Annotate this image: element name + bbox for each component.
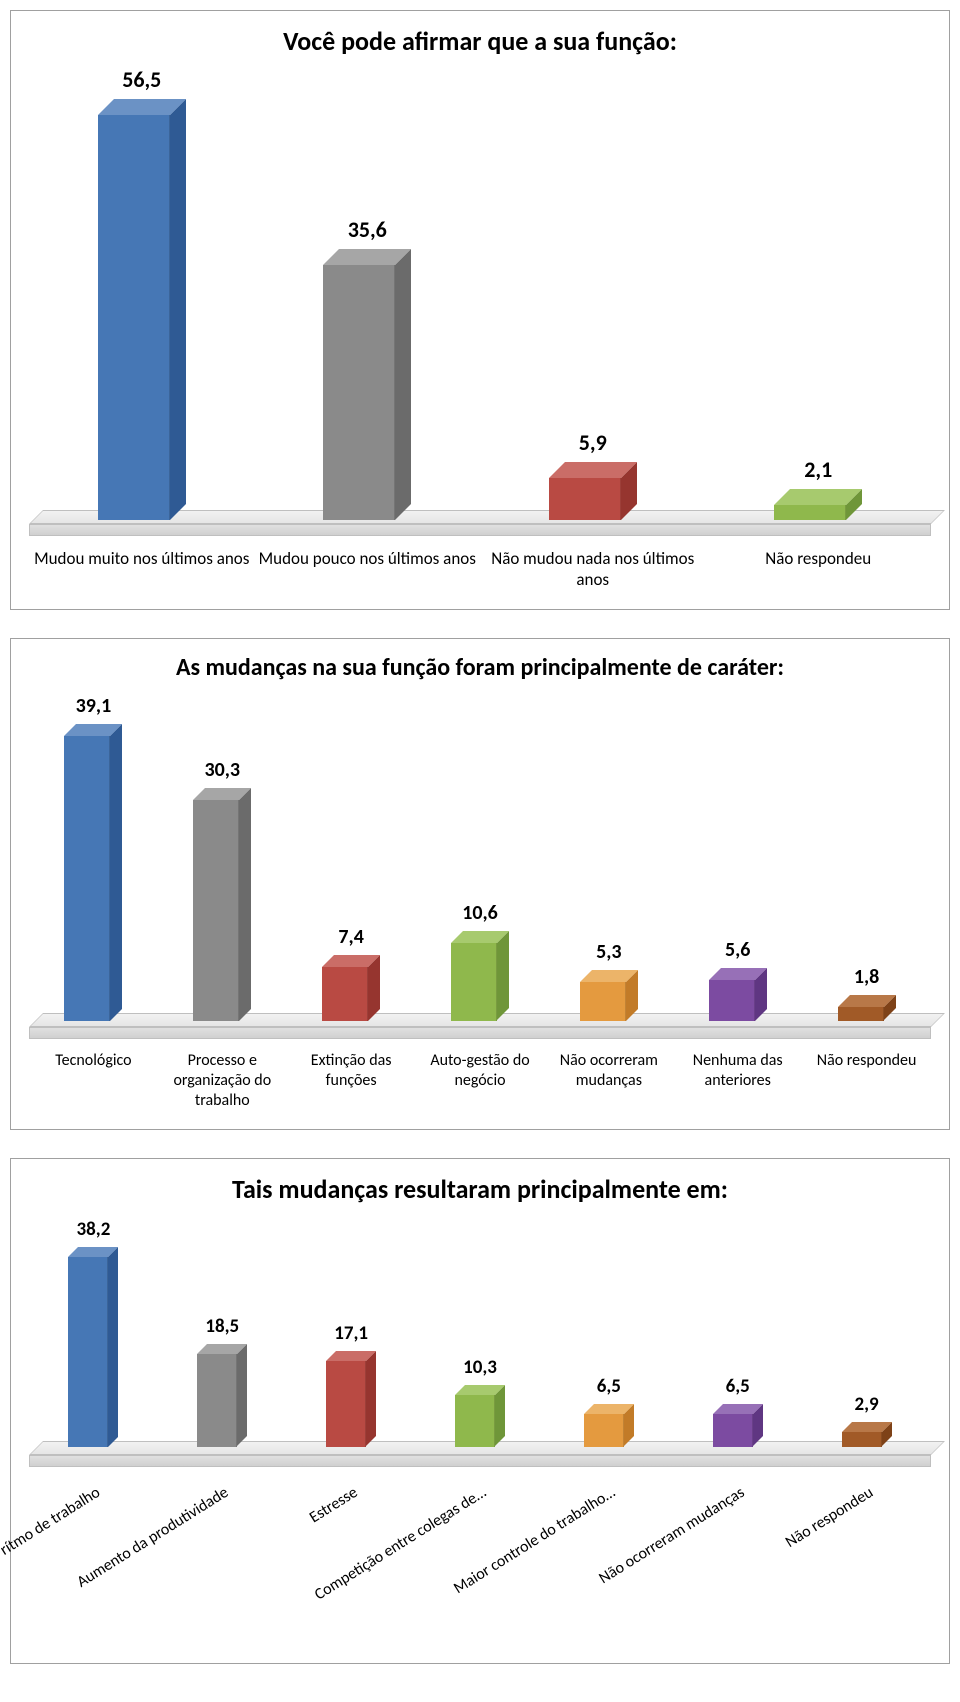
bar-slot: 2,1 [706,456,932,520]
x-labels: TecnológicoProcesso e organização do tra… [29,1051,931,1111]
bar-value: 18,5 [205,1315,239,1338]
bar-value: 7,4 [338,925,363,949]
bar-slot: 7,4 [287,925,416,1021]
bar [455,1385,505,1446]
bar-value: 10,3 [463,1356,497,1379]
x-label: Mudou pouco nos últimos anos [255,548,481,591]
x-label: Mudou muito nos últimos anos [29,548,255,591]
bar [322,955,380,1021]
x-label: Nenhuma das anteriores [673,1051,802,1111]
bar [323,249,411,520]
bar-value: 5,9 [579,429,607,456]
chart-area: 56,5 35,6 5,9 2,1 Mudou muito nos últimos an… [29,65,931,591]
bar-value: 39,1 [76,694,112,718]
x-label: Não respondeu [706,548,932,591]
bar-value: 56,5 [122,66,161,93]
bar-slot: 39,1 [29,694,158,1021]
chart-title: As mudanças na sua função foram principa… [29,653,931,682]
x-label: Estresse [306,1483,361,1527]
chart-area: 39,1 30,3 7,4 10,6 5,3 5,6 1,8 TecnológicoProce… [29,690,931,1111]
bar-value: 6,5 [597,1375,621,1398]
bar-slot: 10,3 [416,1356,545,1446]
chart-title: Tais mudanças resultaram principalmente … [29,1173,931,1205]
bar [713,1404,763,1446]
x-label: Não ocorreram mudanças [544,1051,673,1111]
chart-3: Tais mudanças resultaram principalmente … [10,1158,950,1664]
bar-slot: 5,6 [673,938,802,1021]
bar-value: 6,5 [726,1375,750,1398]
bar-slot: 6,5 [673,1375,802,1446]
bar-value: 1,8 [854,965,879,989]
bar-slot: 18,5 [158,1315,287,1446]
bar [549,462,637,520]
chart-1: Você pode afirmar que a sua função: 56,5 3… [10,10,950,610]
bar-value: 35,6 [348,216,387,243]
bar-slot: 5,3 [544,940,673,1021]
bar [193,788,251,1021]
bar [98,99,186,520]
x-labels: Aumento do rítmo de trabalhoAumento da p… [29,1475,931,1645]
bar-slot: 56,5 [29,66,255,520]
x-label: Auto-gestão do negócio [416,1051,545,1111]
bar-slot: 38,2 [29,1218,158,1447]
bar-value: 2,1 [804,456,832,483]
bar [64,724,122,1021]
bar-slot: 6,5 [544,1375,673,1446]
bar-value: 10,6 [462,901,498,925]
bar-value: 5,6 [725,938,750,962]
chart-area: 38,2 18,5 17,1 10,3 6,5 6,5 2,9 Aumento do rítm… [29,1213,931,1645]
bar-slot: 30,3 [158,758,287,1021]
bar [838,995,896,1020]
bar-slot: 35,6 [255,216,481,520]
bar-slot: 2,9 [802,1393,931,1446]
x-label: Não mudou nada nos últimos anos [480,548,706,591]
x-labels: Mudou muito nos últimos anosMudou pouco … [29,548,931,591]
bars-row: 38,2 18,5 17,1 10,3 6,5 6,5 2,9 [29,1213,931,1447]
bar-slot: 17,1 [287,1322,416,1446]
x-label: Tecnológico [29,1051,158,1111]
chart-2: As mudanças na sua função foram principa… [10,638,950,1130]
bar [774,489,862,520]
bar-value: 2,9 [855,1393,879,1416]
bar [326,1351,376,1446]
bar-value: 5,3 [596,940,621,964]
bar [197,1344,247,1446]
bars-row: 39,1 30,3 7,4 10,6 5,3 5,6 1,8 [29,690,931,1021]
bar [451,931,509,1020]
bar [842,1422,892,1446]
bar-slot: 10,6 [416,901,545,1020]
bars-row: 56,5 35,6 5,9 2,1 [29,65,931,520]
x-label: Processo e organização do trabalho [158,1051,287,1111]
x-label: Não respondeu [782,1483,877,1552]
bar-value: 38,2 [77,1218,111,1241]
x-label: Extinção das funções [287,1051,416,1111]
bar [584,1404,634,1446]
bar-value: 30,3 [205,758,241,782]
bar [709,968,767,1021]
bar [68,1247,118,1447]
bar-value: 17,1 [334,1322,368,1345]
bar [580,970,638,1021]
bar-slot: 5,9 [480,429,706,520]
bar-slot: 1,8 [802,965,931,1020]
x-label: Não respondeu [802,1051,931,1111]
chart-title: Você pode afirmar que a sua função: [29,25,931,57]
